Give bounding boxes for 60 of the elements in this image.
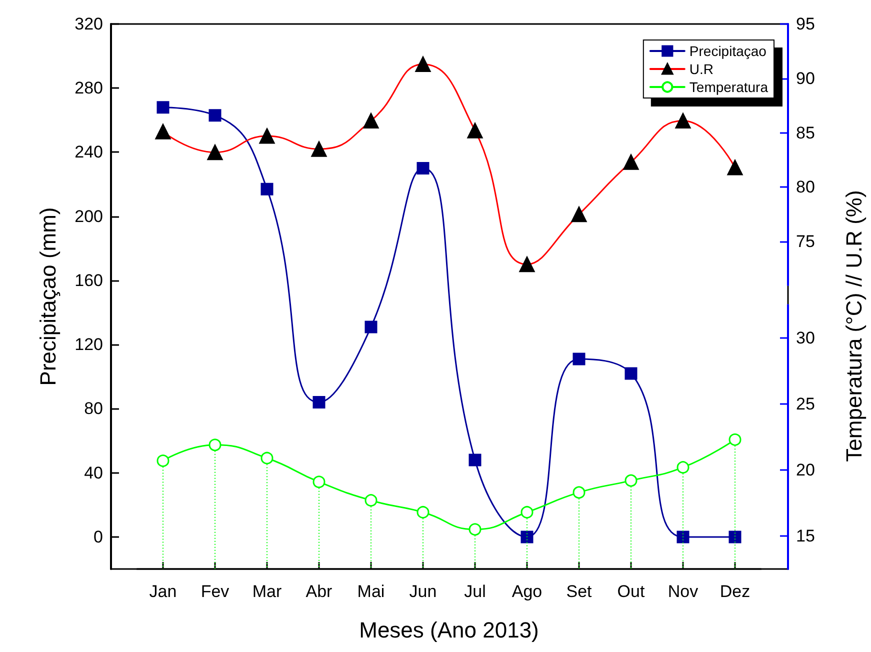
legend-label: Precipitaçao xyxy=(689,43,767,59)
point xyxy=(416,506,430,518)
x-tick-label: Fev xyxy=(200,582,230,601)
y3-tick-label: 90 xyxy=(796,68,815,88)
point xyxy=(520,506,534,518)
y-tick-label: 40 xyxy=(84,463,103,482)
y-tick-label: 0 xyxy=(94,527,103,546)
y-tick-label: 280 xyxy=(74,78,103,98)
point xyxy=(468,523,482,536)
point xyxy=(572,352,586,366)
point xyxy=(728,433,742,446)
point xyxy=(156,101,170,114)
x-tick-label: Jul xyxy=(464,582,486,601)
legend-label: Temperatura xyxy=(689,79,768,95)
point xyxy=(624,367,638,380)
x-tick-label: Mar xyxy=(252,582,282,601)
point xyxy=(156,454,170,468)
y3-tick-label: 95 xyxy=(796,14,815,34)
point xyxy=(572,486,586,499)
y-tick-label: 240 xyxy=(74,142,103,162)
y3-tick-label: 80 xyxy=(796,178,815,197)
y-tick-label: 320 xyxy=(74,14,103,34)
point xyxy=(312,396,326,409)
x-tick-label: Jan xyxy=(149,582,177,601)
x-tick-label: Out xyxy=(617,582,645,601)
y3-tick-label: 85 xyxy=(796,123,815,142)
x-tick-label: Abr xyxy=(306,582,333,601)
y2-tick-label: 30 xyxy=(796,328,815,348)
point xyxy=(624,474,638,487)
x-axis-title: Meses (Ano 2013) xyxy=(359,618,539,642)
y3-tick-label: 75 xyxy=(796,232,815,251)
point xyxy=(520,530,534,544)
y2-tick-label: 20 xyxy=(796,460,815,480)
point xyxy=(364,320,378,334)
point xyxy=(364,494,378,507)
x-tick-label: Mai xyxy=(357,582,385,601)
x-tick-label: Nov xyxy=(668,582,699,601)
y-tick-label: 80 xyxy=(84,399,103,418)
x-tick-label: Ago xyxy=(512,582,542,601)
y2-tick-label: 25 xyxy=(796,394,815,414)
point xyxy=(416,162,430,175)
y-tick-label: 160 xyxy=(74,270,103,290)
point xyxy=(208,438,222,452)
point xyxy=(260,182,274,196)
x-tick-label: Dez xyxy=(720,582,750,601)
y-axis-title: Precipitaçao (mm) xyxy=(36,207,60,386)
x-tick-label: Jun xyxy=(409,582,437,601)
point xyxy=(676,530,690,544)
point xyxy=(208,109,222,122)
y2-tick-label: 15 xyxy=(796,526,815,546)
y2-axis-title: Temperatura (°C) // U.R (%) xyxy=(842,190,866,462)
point xyxy=(312,476,326,488)
legend-label: U.R xyxy=(689,61,714,77)
x-tick-label: Set xyxy=(566,582,592,601)
point xyxy=(468,454,482,466)
point xyxy=(260,452,274,464)
y-tick-label: 120 xyxy=(74,335,103,354)
point xyxy=(728,530,742,544)
point xyxy=(676,461,690,474)
y-tick-label: 200 xyxy=(74,206,103,226)
